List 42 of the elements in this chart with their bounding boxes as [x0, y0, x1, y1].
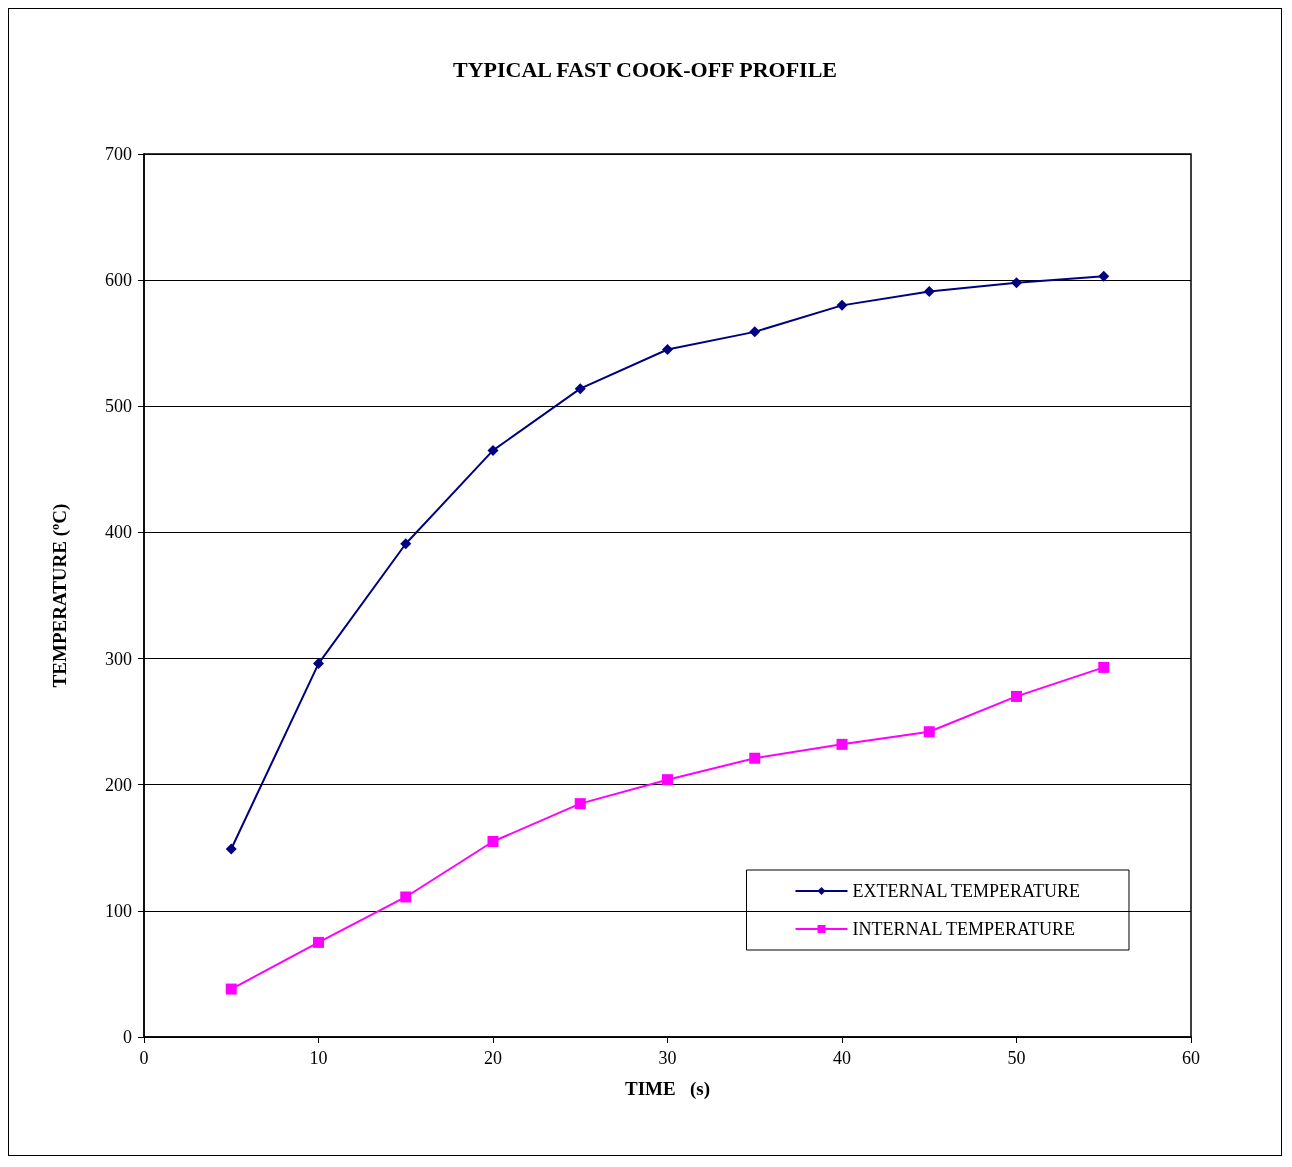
x-tick-label: 60 — [1182, 1048, 1200, 1068]
y-tick-label: 0 — [123, 1027, 132, 1047]
point — [923, 726, 935, 738]
point — [400, 891, 412, 903]
point — [836, 738, 848, 750]
x-tick-label: 30 — [658, 1048, 677, 1068]
y-axis-title: TEMPERATURE (ºC) — [49, 503, 71, 688]
legend-label: INTERNAL TEMPERATURE — [852, 919, 1076, 939]
point — [662, 344, 673, 356]
point — [1011, 690, 1022, 702]
y-tick-label: 400 — [105, 522, 132, 543]
point — [662, 774, 673, 786]
x-tick-label: 20 — [484, 1048, 502, 1068]
point — [400, 538, 412, 550]
x-tick-label: 40 — [833, 1048, 851, 1068]
point — [1098, 270, 1110, 282]
y-tick-label: 700 — [105, 144, 132, 164]
point — [487, 835, 499, 847]
x-tick-label: 50 — [1007, 1048, 1026, 1068]
x-tick-label: 0 — [139, 1048, 149, 1068]
x-tick-label: 10 — [309, 1048, 328, 1068]
chart-title: TYPICAL FAST COOK-OFF PROFILE — [452, 56, 838, 82]
y-tick-label: 300 — [105, 648, 132, 669]
point — [225, 983, 237, 995]
y-tick-label: 100 — [105, 900, 132, 921]
point — [749, 326, 761, 338]
point — [1011, 277, 1022, 289]
legend-label: EXTERNAL TEMPERATURE — [852, 881, 1081, 901]
y-tick-label: 200 — [105, 774, 132, 795]
y-tick-label: 500 — [105, 396, 132, 417]
point — [1098, 661, 1110, 673]
point — [313, 936, 324, 948]
point — [923, 286, 935, 297]
y-tick-label: 600 — [105, 270, 132, 291]
point — [313, 658, 324, 670]
point — [836, 299, 848, 311]
point — [225, 843, 237, 855]
point — [574, 383, 586, 395]
point — [749, 752, 761, 764]
x-axis-title: TIME (s) — [625, 1078, 710, 1100]
point — [574, 798, 586, 810]
point — [487, 444, 499, 456]
